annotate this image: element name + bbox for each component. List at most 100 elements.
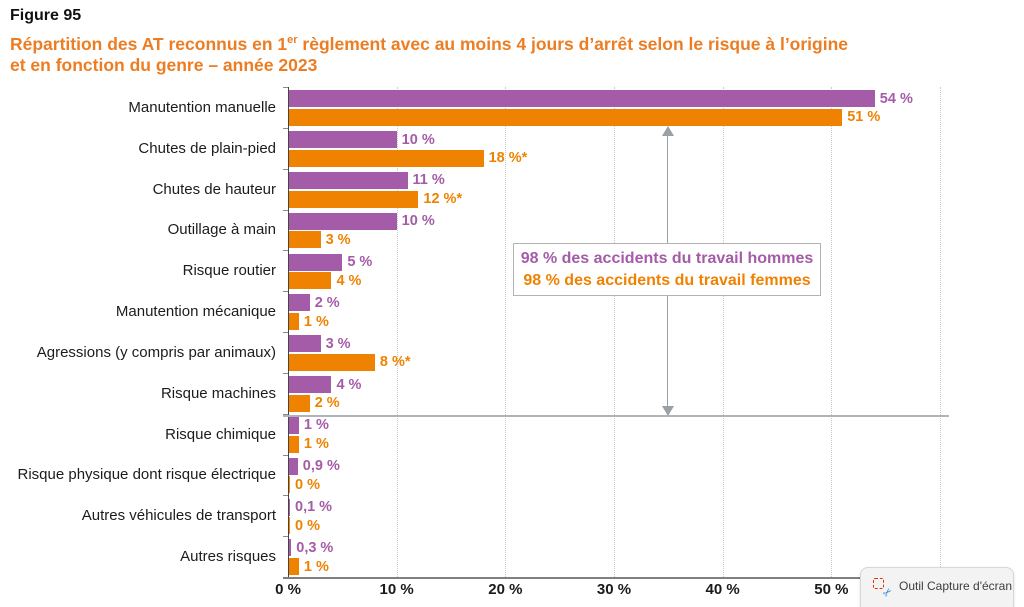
- category-label: Manutention manuelle: [128, 98, 276, 116]
- bar-femmes: 4 %: [288, 272, 361, 290]
- chart-header: Figure 95 Répartition des AT reconnus en…: [10, 7, 848, 77]
- annotation-hommes: 98 % des accidents du travail hommes: [520, 249, 814, 267]
- gridline: [614, 87, 615, 577]
- gridline: [831, 87, 833, 577]
- y-tick: [283, 87, 288, 88]
- bar-group: 0,3 % 1 %: [288, 536, 1024, 577]
- y-tick: [283, 495, 288, 497]
- bar-row: Risque machines 4 % 2 %: [0, 373, 1024, 414]
- value-label: 0 %: [295, 476, 320, 493]
- value-label: 2 %: [314, 395, 340, 412]
- bar-row: Manutention mécanique 2 % 1 %: [0, 291, 1024, 332]
- value-label: 0,9 %: [302, 458, 340, 475]
- gridline: [940, 87, 941, 577]
- separator-line: [283, 415, 949, 417]
- chart-title: Répartition des AT reconnus en 1er règle…: [10, 30, 848, 77]
- value-label: 2 %: [314, 294, 340, 311]
- bar-group: 11 % 12 %*: [288, 169, 1024, 210]
- annotation-box: 98 % des accidents du travail hommes 98 …: [513, 243, 821, 296]
- bar-femmes: 0 %: [288, 476, 320, 494]
- annotation-femmes: 98 % des accidents du travail femmes: [523, 271, 811, 289]
- bar-hommes: 0,1 %: [288, 498, 332, 516]
- bar-femmes: 1 %: [288, 435, 329, 453]
- figure-number: Figure 95: [10, 7, 82, 24]
- bar-group: 10 % 18 %*: [288, 128, 1024, 169]
- snipping-tool-badge[interactable]: ✂ Outil Capture d'écran: [860, 567, 1014, 607]
- category-label: Manutention mécanique: [115, 303, 276, 321]
- bar-row: Autres risques 0,3 % 1 %: [0, 536, 1024, 577]
- bar-femmes: 1 %: [288, 558, 329, 576]
- bar-hommes: 10 %: [288, 212, 435, 230]
- y-tick: [283, 454, 288, 456]
- category-label: Chutes de plain-pied: [138, 139, 276, 157]
- gridline: [505, 87, 507, 577]
- chart-title-line1: Répartition des AT reconnus en 1er règle…: [10, 33, 849, 54]
- x-axis-line: [283, 577, 940, 579]
- snipping-tool-label: Outil Capture d'écran: [899, 579, 1013, 593]
- bar-row: Autres véhicules de transport 0,1 % 0 %: [0, 495, 1024, 536]
- category-label: Agressions (y compris par animaux): [36, 343, 276, 361]
- value-label: 0,1 %: [295, 499, 333, 516]
- bar-group: 3 % 8 %*: [288, 332, 1024, 373]
- bar-hommes: 1 %: [288, 416, 329, 434]
- bar-femmes: 0 %: [288, 517, 320, 535]
- category-label: Chutes de hauteur: [152, 180, 276, 198]
- bar-femmes: 2 %: [288, 394, 340, 412]
- value-label: 4 %: [336, 376, 362, 393]
- category-label: Risque machines: [160, 384, 276, 402]
- y-tick: [283, 168, 288, 170]
- y-tick: [283, 291, 288, 293]
- y-tick: [283, 209, 288, 211]
- bar-hommes: 4 %: [288, 376, 361, 394]
- snipping-tool-icon: ✂: [873, 578, 895, 600]
- category-label: Risque physique dont risque électrique: [17, 466, 277, 484]
- value-label: 5 %: [347, 254, 373, 271]
- value-label: 0 %: [295, 517, 320, 534]
- arrow-down-icon: [662, 406, 674, 416]
- bar-chart: Manutention manuelle 54 % 51 % Chutes de pl…: [0, 87, 1024, 607]
- gridline: [396, 87, 398, 577]
- bar-hommes: 3 %: [288, 335, 351, 353]
- value-label: 12 %*: [423, 191, 463, 208]
- x-tick-label: 10 %: [379, 581, 414, 598]
- plot-area: [288, 87, 941, 577]
- bar-femmes: 12 %*: [288, 190, 462, 208]
- bar-group: 5 % 4 %: [288, 250, 1024, 291]
- value-label: 1 %: [303, 417, 329, 434]
- x-tick-label: 30 %: [596, 581, 632, 598]
- bar-group: 0,9 % 0 %: [288, 455, 1024, 496]
- y-tick: [283, 413, 288, 415]
- value-label: 4 %: [336, 272, 362, 289]
- bar-row: Risque physique dont risque électrique 0,…: [0, 455, 1024, 496]
- y-tick: [283, 332, 288, 333]
- value-label: 10 %: [401, 213, 435, 230]
- bar-hommes: 0,9 %: [288, 457, 340, 475]
- bar-hommes: 0,3 %: [288, 539, 333, 557]
- x-tick-label: 20 %: [488, 581, 523, 598]
- value-label: 10 %: [401, 131, 435, 148]
- bar-group: 2 % 1 %: [288, 291, 1024, 332]
- value-label: 8 %*: [379, 354, 411, 371]
- bar-row: Agressions (y compris par animaux) 3 % 8 %…: [0, 332, 1024, 373]
- bar-row: Chutes de plain-pied 10 % 18 %*: [0, 128, 1024, 169]
- y-axis-line: [288, 87, 289, 577]
- arrow-up-icon: [662, 126, 674, 136]
- bar-row: Manutention manuelle 54 % 51 %: [0, 87, 1024, 128]
- x-tick-label: 50 %: [814, 581, 849, 598]
- bar-femmes: 8 %*: [288, 353, 411, 371]
- value-label: 54 %: [879, 90, 913, 107]
- value-label: 1 %: [303, 313, 329, 330]
- value-label: 0,3 %: [296, 539, 334, 556]
- chart-title-line2: et en fonction du genre – année 2023: [10, 55, 318, 76]
- value-label: 1 %: [303, 558, 329, 575]
- bar-hommes: 54 %: [288, 90, 913, 108]
- value-label: 18 %*: [488, 150, 528, 167]
- x-tick-label: 40 %: [705, 581, 740, 598]
- y-tick: [283, 127, 288, 129]
- value-label: 1 %: [303, 436, 329, 453]
- bar-row: Risque chimique 1 % 1 %: [0, 414, 1024, 455]
- bar-group: 4 % 2 %: [288, 373, 1024, 414]
- bar-group: 0,1 % 0 %: [288, 495, 1024, 536]
- bar-hommes: 11 %: [288, 171, 445, 189]
- bar-hommes: 2 %: [288, 294, 340, 312]
